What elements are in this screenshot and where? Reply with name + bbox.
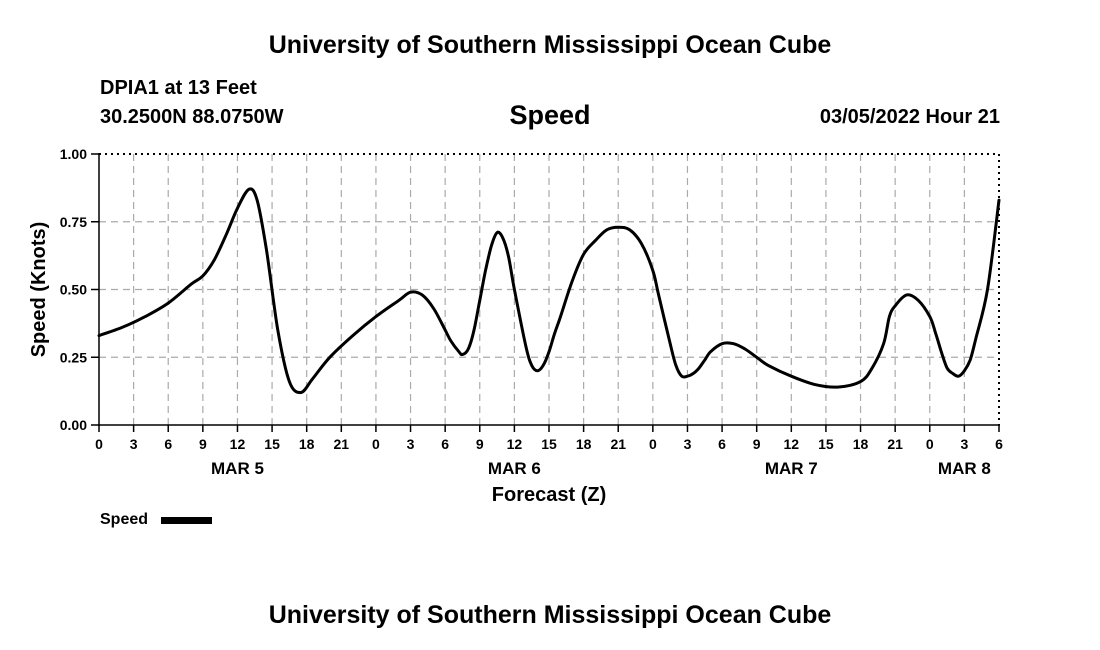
- x-tick-label: 3: [684, 436, 692, 452]
- x-tick-label: 18: [576, 436, 592, 452]
- datetime-label: 03/05/2022 Hour 21: [819, 106, 1000, 128]
- y-tick-label: 0.50: [60, 282, 87, 298]
- y-tick-label: 0.25: [60, 349, 87, 365]
- y-tick-label: 0.00: [60, 417, 87, 433]
- y-tick-label: 0.75: [60, 214, 87, 230]
- day-label: MAR 6: [488, 459, 541, 478]
- x-tick-label: 9: [476, 436, 484, 452]
- y-axis-title: Speed (Knots): [28, 222, 50, 358]
- day-label: MAR 7: [765, 459, 818, 478]
- x-tick-label: 6: [718, 436, 726, 452]
- legend-label: Speed: [100, 511, 148, 528]
- x-tick-label: 6: [441, 436, 449, 452]
- x-tick-label: 0: [372, 436, 380, 452]
- x-tick-label: 12: [230, 436, 246, 452]
- plot-title: Speed: [509, 100, 591, 130]
- x-tick-label: 21: [334, 436, 350, 452]
- x-tick-label: 12: [507, 436, 523, 452]
- x-tick-label: 6: [995, 436, 1003, 452]
- day-label: MAR 8: [938, 459, 991, 478]
- y-tick-label: 1.00: [60, 146, 87, 162]
- x-tick-label: 9: [753, 436, 761, 452]
- coordinates-label: 30.2500N 88.0750W: [100, 106, 284, 128]
- x-tick-label: 15: [818, 436, 834, 452]
- x-tick-label: 3: [130, 436, 138, 452]
- x-tick-label: 9: [199, 436, 207, 452]
- x-tick-label: 0: [95, 436, 103, 452]
- footer-title: University of Southern Mississippi Ocean…: [268, 601, 832, 629]
- x-tick-label: 21: [887, 436, 903, 452]
- day-label: MAR 5: [211, 459, 264, 478]
- x-tick-label: 18: [853, 436, 869, 452]
- chart-main-title: University of Southern Mississippi Ocean…: [268, 31, 832, 59]
- station-label: DPIA1 at 13 Feet: [100, 77, 257, 99]
- x-tick-label: 3: [960, 436, 968, 452]
- x-tick-label: 21: [610, 436, 626, 452]
- x-tick-label: 15: [541, 436, 557, 452]
- x-tick-label: 0: [649, 436, 657, 452]
- x-tick-label: 18: [299, 436, 315, 452]
- x-tick-label: 0: [926, 436, 934, 452]
- x-tick-label: 6: [164, 436, 172, 452]
- x-tick-label: 3: [407, 436, 415, 452]
- series-line-speed: [97, 187, 1001, 395]
- x-tick-label: 12: [784, 436, 800, 452]
- x-tick-label: 15: [264, 436, 280, 452]
- x-axis-title: Forecast (Z): [492, 484, 606, 506]
- legend-swatch: [161, 517, 212, 524]
